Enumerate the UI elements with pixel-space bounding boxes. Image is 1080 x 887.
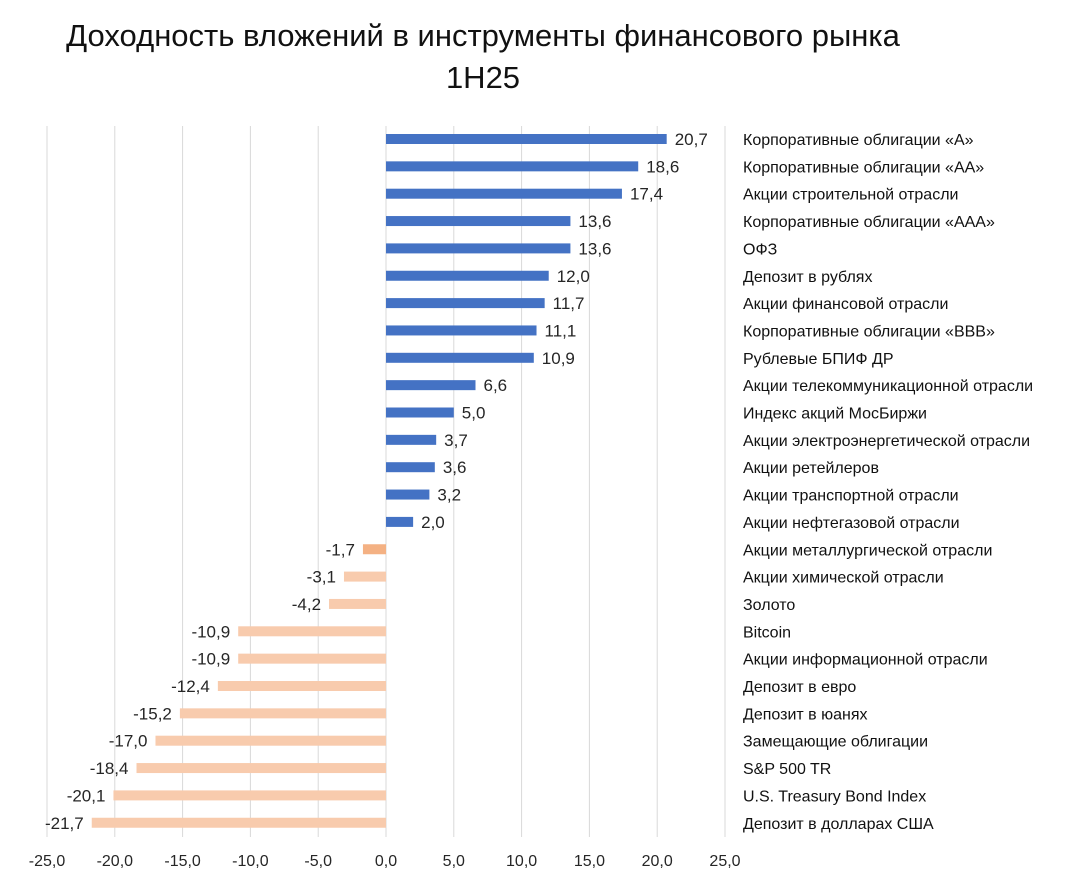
category-label: Акции транспортной отрасли (743, 488, 959, 505)
data-label: -17,0 (109, 732, 148, 751)
bar (386, 270, 549, 281)
x-tick-label: -25,0 (29, 853, 66, 870)
data-label: 11,1 (545, 321, 577, 340)
category-label: Корпоративные облигации «AA» (743, 159, 984, 176)
bar (386, 243, 571, 254)
data-label: 6,6 (483, 376, 507, 395)
chart-title: Доходность вложений в инструменты финанс… (66, 18, 900, 53)
bar (238, 653, 386, 664)
bar (362, 544, 386, 555)
bar (386, 325, 537, 336)
category-label: Депозит в юанях (743, 706, 868, 723)
data-label: -4,2 (292, 595, 321, 614)
category-label: Акции металлургической отрасли (743, 542, 992, 559)
data-label: 11,7 (553, 294, 585, 313)
x-tick-label: -20,0 (97, 853, 134, 870)
bar (343, 571, 386, 582)
bar (386, 134, 667, 144)
data-label: 3,6 (443, 458, 467, 477)
category-label: Замещающие облигации (743, 734, 928, 751)
x-tick-label: 15,0 (574, 853, 605, 870)
bar (386, 216, 571, 227)
category-label: Корпоративные облигации «AAA» (743, 214, 995, 231)
category-label: S&P 500 TR (743, 761, 831, 778)
x-tick-label: -15,0 (164, 853, 201, 870)
data-label: 12,0 (557, 267, 590, 286)
bar (91, 817, 387, 828)
category-label: Акции финансовой отрасли (743, 296, 948, 313)
category-label: Рублевые БПИФ ДР (743, 351, 894, 368)
bar (136, 763, 386, 774)
data-label: 10,9 (542, 349, 575, 368)
category-label: ОФЗ (743, 241, 777, 258)
bar (386, 462, 435, 473)
bar (386, 298, 545, 309)
bar (113, 790, 386, 801)
data-label: 2,0 (421, 513, 445, 532)
data-label: 13,6 (578, 239, 611, 258)
x-tick-label: 0,0 (375, 853, 397, 870)
category-label: Корпоративные облигации «A» (743, 132, 974, 149)
bar (386, 352, 534, 363)
category-label: U.S. Treasury Bond Index (743, 788, 926, 805)
bar (179, 708, 386, 719)
bar (238, 626, 386, 637)
x-tick-label: 5,0 (443, 853, 465, 870)
data-label: -20,1 (67, 786, 106, 805)
category-label: Индекс акций МосБиржи (743, 406, 927, 423)
category-label: Акции строительной отрасли (743, 187, 958, 204)
bar (329, 598, 386, 609)
data-label: 5,0 (462, 404, 486, 423)
data-label: -18,4 (90, 759, 129, 778)
x-tick-label: -5,0 (304, 853, 332, 870)
data-label: -3,1 (307, 568, 336, 587)
chart-subtitle: 1H25 (445, 60, 521, 95)
category-label: Золото (743, 597, 795, 614)
data-label: -1,7 (326, 540, 355, 559)
category-label: Депозит в рублях (743, 269, 872, 286)
data-label: -15,2 (133, 704, 172, 723)
data-label: -12,4 (171, 677, 210, 696)
data-label: -21,7 (45, 814, 84, 833)
category-label: Депозит в долларах США (743, 816, 934, 833)
bar (386, 380, 476, 391)
category-label: Корпоративные облигации «BBB» (743, 323, 995, 340)
data-label: 13,6 (578, 212, 611, 231)
data-label: 20,7 (675, 130, 708, 149)
x-tick-label: 25,0 (709, 853, 740, 870)
x-tick-label: 20,0 (642, 853, 673, 870)
category-label: Акции ретейлеров (743, 460, 879, 477)
bar (386, 516, 414, 527)
category-label: Акции электроэнергетической отрасли (743, 433, 1030, 450)
category-label: Акции телекоммуникационной отрасли (743, 378, 1033, 395)
data-label: -10,9 (191, 622, 230, 641)
bar (386, 161, 639, 172)
bar (386, 407, 454, 418)
bar (155, 735, 386, 746)
category-label: Акции нефтегазовой отрасли (743, 515, 960, 532)
data-label: 17,4 (630, 185, 663, 204)
bar (217, 681, 386, 691)
category-label: Акции химической отрасли (743, 570, 944, 587)
bar (386, 489, 430, 500)
category-label: Депозит в евро (743, 679, 856, 696)
x-tick-label: 10,0 (506, 853, 537, 870)
data-label: -10,9 (191, 650, 230, 669)
x-tick-label: -10,0 (232, 853, 269, 870)
data-label: 18,6 (646, 157, 679, 176)
bar (386, 188, 622, 199)
bar (386, 434, 437, 445)
category-label: Акции информационной отрасли (743, 652, 988, 669)
category-label: Bitcoin (743, 624, 791, 641)
data-label: 3,2 (437, 486, 461, 505)
data-label: 3,7 (444, 431, 468, 450)
